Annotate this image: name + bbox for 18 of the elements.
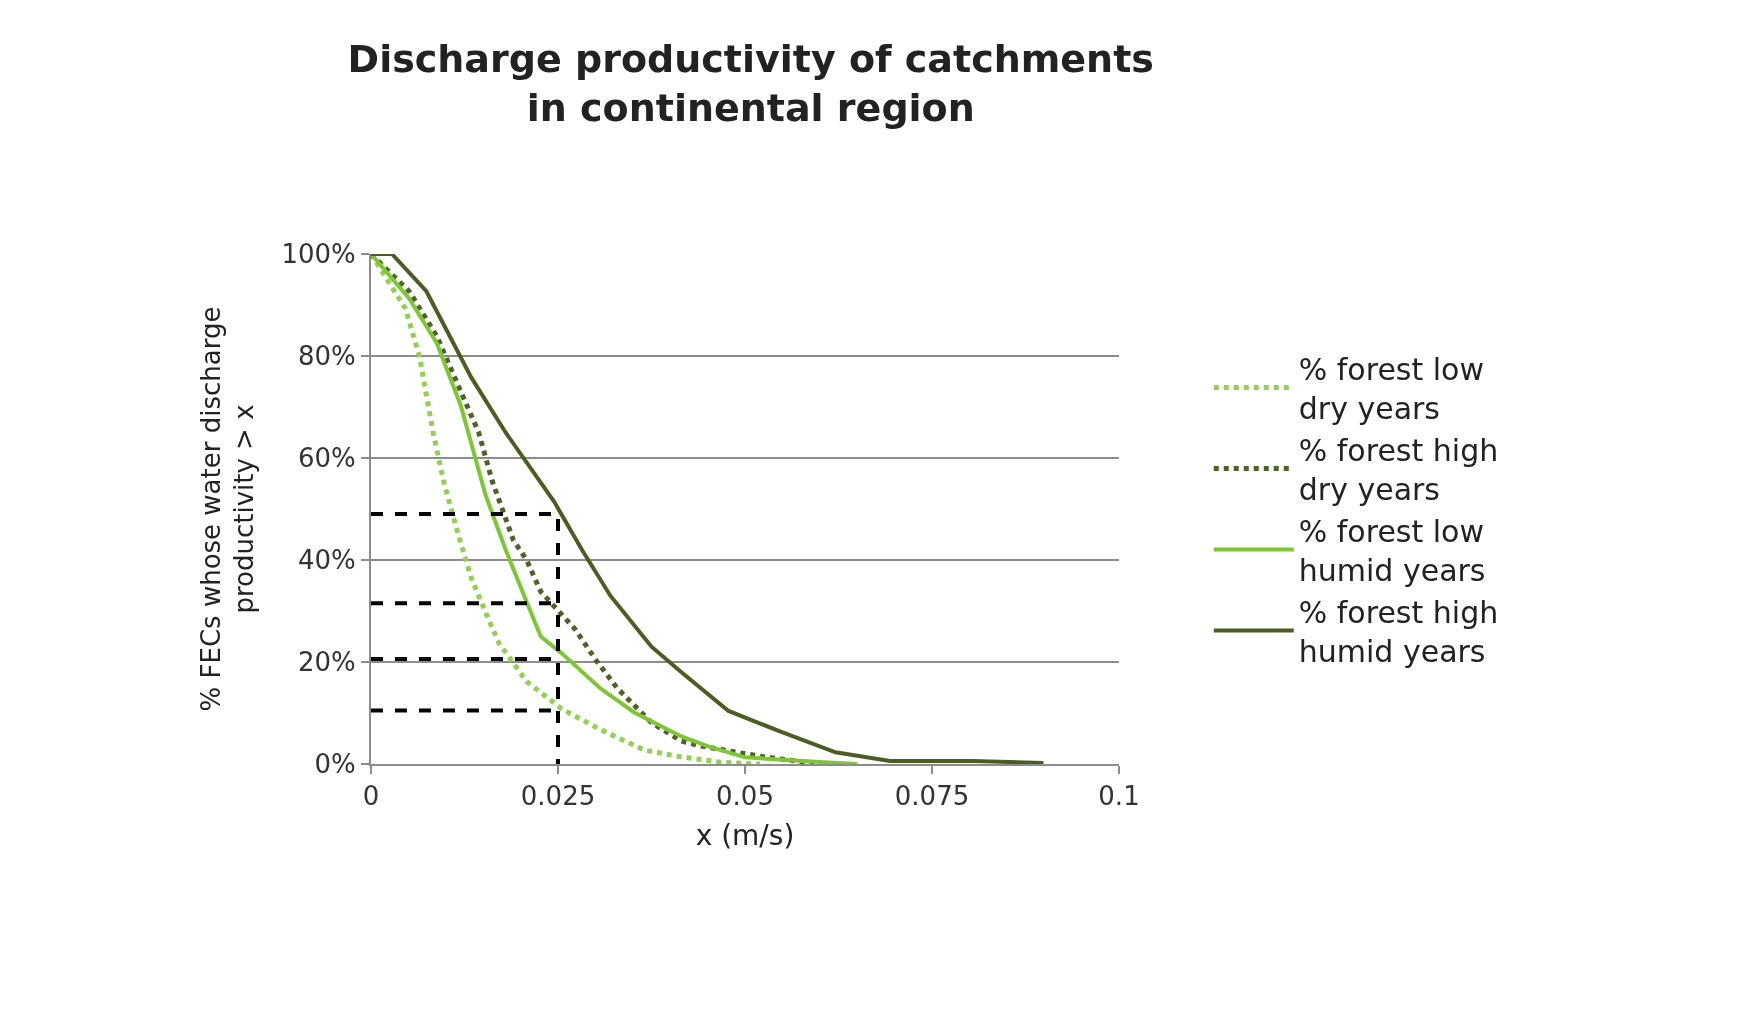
y-tick-label: 0% (314, 749, 356, 780)
x-tick-label: 0.1 (1098, 781, 1140, 812)
chart-title: Discharge productivity of catchments in continental region (347, 36, 1154, 131)
x-axis-title: x (m/s) (695, 818, 795, 852)
legend-label: % forest high dry years (1298, 432, 1499, 507)
y-tick-label: 40% (298, 545, 356, 576)
y-tick-label: 100% (281, 239, 356, 270)
x-tick-label: 0.075 (894, 781, 970, 812)
y-tick-label: 80% (298, 341, 356, 372)
x-tick-label: 0.025 (520, 781, 596, 812)
legend-label: % forest low humid years (1298, 513, 1486, 588)
x-tick-label: 0 (362, 781, 380, 812)
legend-label: % forest low dry years (1298, 351, 1485, 426)
legend-label: % forest high humid years (1298, 594, 1499, 669)
x-tick-label: 0.05 (716, 781, 774, 812)
y-tick-label: 60% (298, 443, 356, 474)
y-axis-title: % FECs whose water discharge productivity > x (195, 306, 260, 712)
y-tick-label: 20% (298, 647, 356, 678)
